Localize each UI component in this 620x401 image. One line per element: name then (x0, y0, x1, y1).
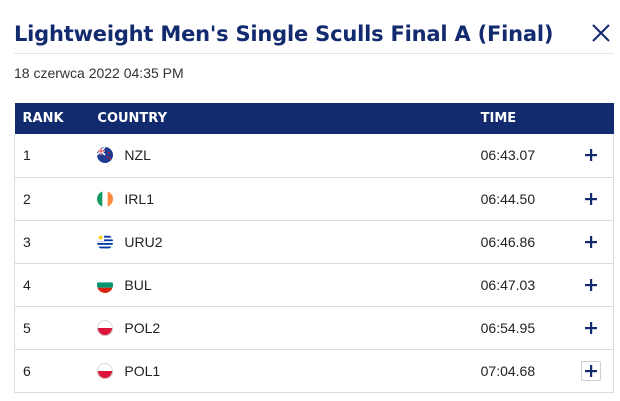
dialog-header: Lightweight Men's Single Sculls Final A … (14, 20, 614, 52)
table-row[interactable]: 5 POL2 06:54.95 (14, 306, 614, 350)
expand-cell (580, 220, 614, 264)
country-cell: NZL (97, 134, 481, 178)
country-cell: URU2 (97, 220, 481, 264)
flag-nzl-icon (97, 147, 114, 164)
table-row[interactable]: 3 URU2 (14, 220, 614, 264)
dialog-title: Lightweight Men's Single Sculls Final A … (14, 22, 554, 46)
plus-icon[interactable] (581, 189, 601, 209)
rank-cell: 5 (14, 306, 98, 350)
rank-cell: 4 (14, 263, 98, 307)
header-expand (581, 103, 614, 134)
flag-pol-icon (97, 319, 114, 336)
expand-cell (580, 263, 614, 307)
rank-cell: 1 (14, 134, 98, 178)
country-cell: POL1 (97, 349, 481, 393)
race-date: 18 czerwca 2022 04:35 PM (14, 65, 184, 81)
plus-icon[interactable] (581, 318, 601, 338)
country-code: POL1 (124, 362, 161, 379)
flag-uru-icon (97, 233, 114, 250)
expand-cell (580, 177, 614, 221)
time-cell: 06:47.03 (480, 263, 581, 307)
country-cell: BUL (97, 263, 481, 307)
flag-irl-icon (97, 190, 114, 207)
time-cell: 06:54.95 (480, 306, 581, 350)
country-cell: IRL1 (97, 177, 481, 221)
country-code: URU2 (124, 233, 163, 250)
country-code: NZL (124, 147, 151, 164)
country-code: IRL1 (124, 190, 154, 207)
rank-cell: 6 (14, 349, 98, 393)
header-country: COUNTRY (97, 111, 168, 126)
time-cell: 06:44.50 (480, 177, 581, 221)
plus-icon[interactable] (581, 145, 601, 165)
rank-cell: 3 (14, 220, 98, 264)
header-divider (14, 53, 614, 54)
country-code: POL2 (124, 319, 161, 336)
table-row[interactable]: 6 POL1 07:04.68 (14, 349, 614, 393)
expand-cell (580, 349, 614, 393)
plus-icon[interactable] (581, 232, 601, 252)
country-cell: POL2 (97, 306, 481, 350)
time-cell: 07:04.68 (480, 349, 581, 393)
table-row[interactable]: 2 IRL1 06:44.50 (14, 177, 614, 221)
flag-bul-icon (97, 276, 114, 293)
rank-cell: 2 (14, 177, 98, 221)
header-time: TIME (480, 111, 517, 126)
results-table: RANK COUNTRY TIME 1 (14, 103, 614, 393)
plus-icon[interactable] (581, 275, 601, 295)
header-rank: RANK (22, 111, 64, 126)
time-cell: 06:43.07 (480, 134, 581, 178)
table-header-row: RANK COUNTRY TIME (14, 103, 614, 134)
close-icon[interactable] (590, 22, 612, 44)
table-row[interactable]: 4 BUL 06:47.03 (14, 263, 614, 307)
table-row[interactable]: 1 (14, 134, 614, 178)
flag-pol-icon (97, 362, 114, 379)
expand-cell (580, 306, 614, 350)
country-code: BUL (124, 276, 152, 293)
time-cell: 06:46.86 (480, 220, 581, 264)
plus-icon[interactable] (580, 360, 601, 381)
expand-cell (580, 134, 614, 178)
